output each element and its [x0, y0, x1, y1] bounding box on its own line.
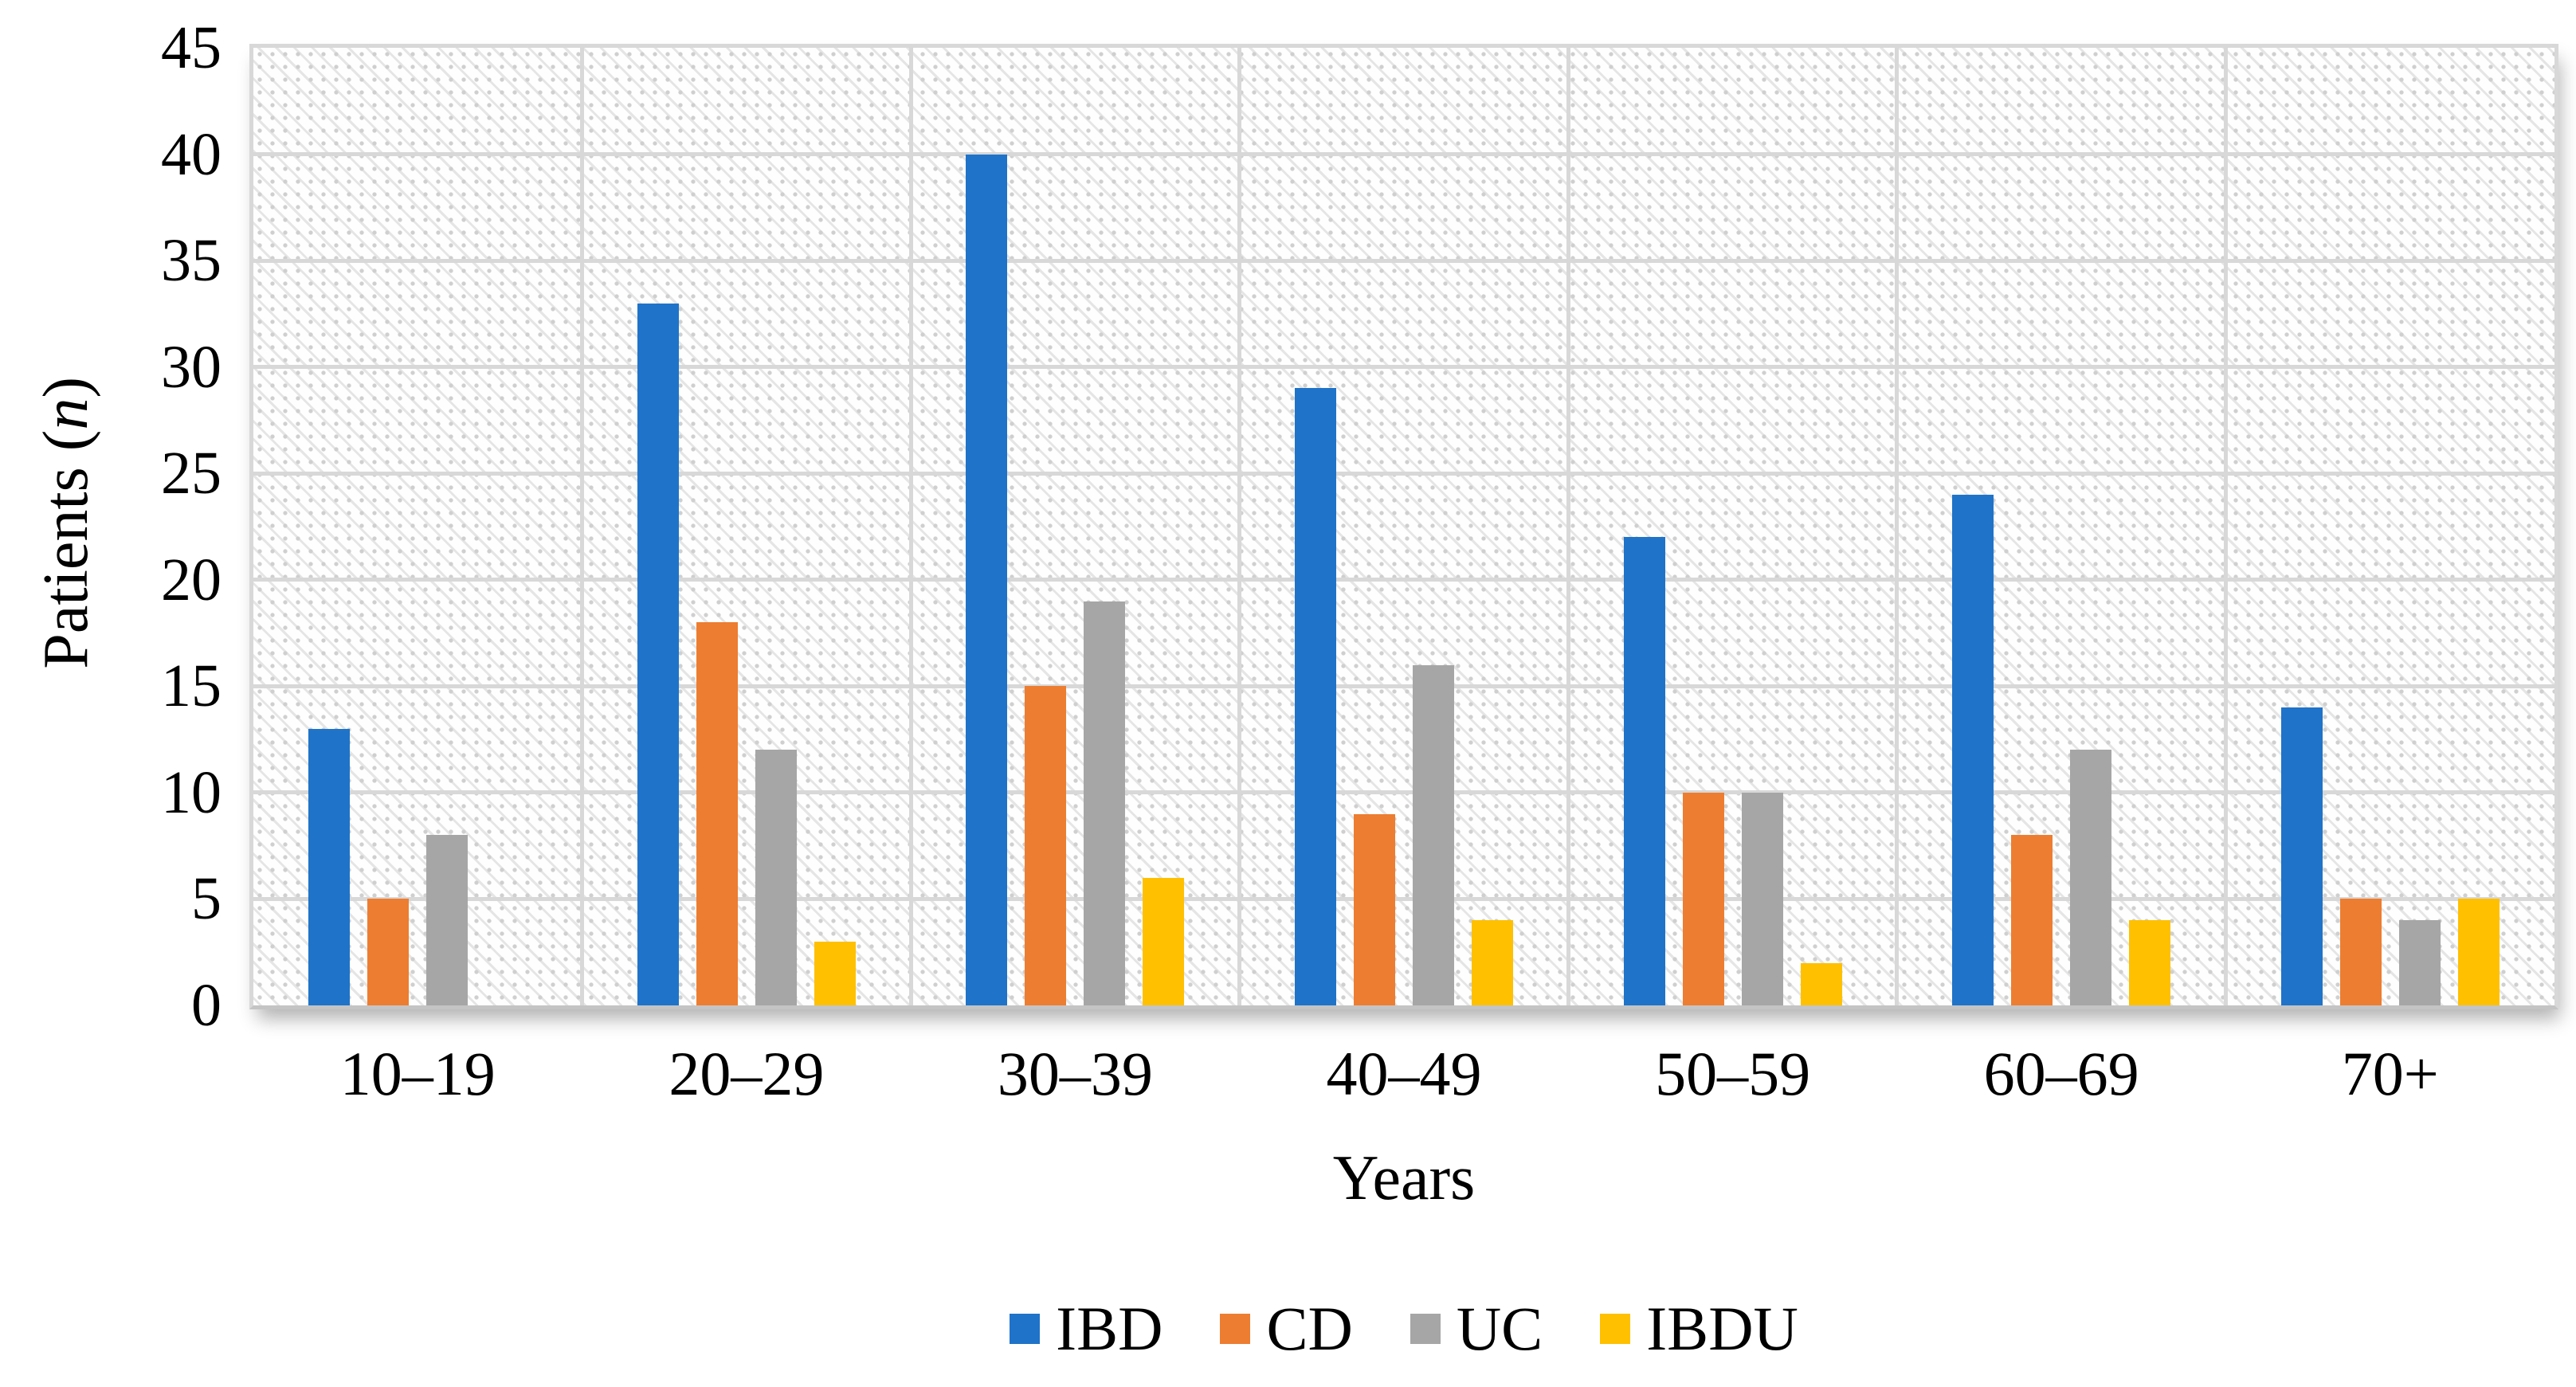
bar-uc-3 [1084, 601, 1126, 1005]
y-axis-title: Patients (n) [6, 44, 126, 1001]
legend-label-ibdu: IBDU [1646, 1294, 1798, 1363]
x-axis-title: Years [1332, 1143, 1476, 1213]
bar-ibd-6 [1952, 494, 1994, 1005]
gridline-horizontal-25 [253, 471, 2554, 476]
bar-ibd-7 [2280, 707, 2323, 1005]
bar-cd-3 [1025, 686, 1067, 1005]
x-tick-label-7: 70+ [2341, 1039, 2439, 1108]
bar-cd-6 [2011, 835, 2053, 1005]
plot-area [249, 44, 2558, 1009]
bar-ibdu-6 [2129, 920, 2171, 1005]
gridline-horizontal-30 [253, 365, 2554, 370]
gridline-horizontal-15 [253, 684, 2554, 688]
x-tick-label-6: 60–69 [1983, 1039, 2139, 1108]
bar-ibdu-4 [1471, 920, 1513, 1005]
bar-uc-7 [2398, 920, 2441, 1005]
y-axis-title-suffix: ) [31, 376, 101, 398]
gridline-vertical-5 [1895, 48, 1900, 1005]
bar-uc-5 [1741, 792, 1783, 1005]
bar-ibd-1 [308, 728, 351, 1005]
bar-cd-2 [696, 622, 738, 1005]
gridline-horizontal-5 [253, 896, 2554, 901]
bar-ibdu-5 [1800, 962, 1842, 1005]
legend-swatch-ibd [1010, 1314, 1041, 1344]
bar-uc-4 [1412, 664, 1454, 1005]
gridline-horizontal-10 [253, 790, 2554, 795]
x-tick-label-3: 30–39 [997, 1039, 1153, 1108]
y-axis-title-text: Patients (n) [31, 376, 101, 669]
x-tick-label-2: 20–29 [669, 1039, 825, 1108]
x-tick-label-4: 40–49 [1326, 1039, 1482, 1108]
bar-uc-2 [755, 750, 797, 1005]
y-axis-title-prefix: Patients ( [31, 429, 101, 669]
bar-ibdu-2 [814, 941, 856, 1005]
gridline-horizontal-40 [253, 152, 2554, 157]
bar-cd-7 [2339, 899, 2382, 1005]
bar-ibd-3 [966, 154, 1008, 1005]
x-tick-label-1: 10–19 [339, 1039, 496, 1108]
legend-label-uc: UC [1456, 1294, 1543, 1363]
legend-label-cd: CD [1266, 1294, 1353, 1363]
category-column-3 [911, 48, 1240, 1005]
bar-uc-1 [426, 835, 469, 1005]
y-axis-title-variable: n [31, 398, 101, 430]
legend: IBD CD UC IBDU [253, 1289, 2554, 1369]
gridline-vertical-6 [2223, 48, 2228, 1005]
category-column-4 [1240, 48, 1569, 1005]
gridline-vertical-1 [580, 48, 585, 1005]
gridline-horizontal-35 [253, 258, 2554, 263]
category-column-1 [253, 48, 582, 1005]
legend-swatch-ibdu [1600, 1314, 1631, 1344]
bar-ibd-2 [637, 303, 679, 1005]
bar-ibdu-7 [2457, 899, 2500, 1005]
gridline-horizontal-20 [253, 578, 2554, 582]
legend-item-ibd: IBD [1010, 1297, 1163, 1361]
gridline-vertical-2 [908, 48, 913, 1005]
bar-uc-6 [2070, 750, 2112, 1005]
bar-ibdu-3 [1143, 877, 1185, 1005]
category-column-2 [582, 48, 912, 1005]
legend-swatch-uc [1410, 1314, 1441, 1344]
legend-item-uc: UC [1410, 1297, 1543, 1361]
gridline-vertical-3 [1237, 48, 1242, 1005]
x-tick-label-5: 50–59 [1655, 1039, 1811, 1108]
legend-label-ibd: IBD [1056, 1294, 1163, 1363]
bar-cd-1 [367, 899, 410, 1005]
gridline-vertical-4 [1566, 48, 1570, 1005]
legend-item-cd: CD [1220, 1294, 1353, 1363]
bar-cd-5 [1682, 792, 1724, 1005]
bar-ibd-5 [1623, 537, 1665, 1005]
category-column-5 [1568, 48, 1897, 1005]
bar-cd-4 [1353, 813, 1395, 1005]
legend-item-ibdu: IBDU [1600, 1297, 1798, 1361]
category-column-6 [1897, 48, 2226, 1005]
legend-swatch-cd [1220, 1314, 1251, 1344]
bar-ibd-4 [1294, 388, 1336, 1005]
category-column-7 [2225, 48, 2554, 1005]
